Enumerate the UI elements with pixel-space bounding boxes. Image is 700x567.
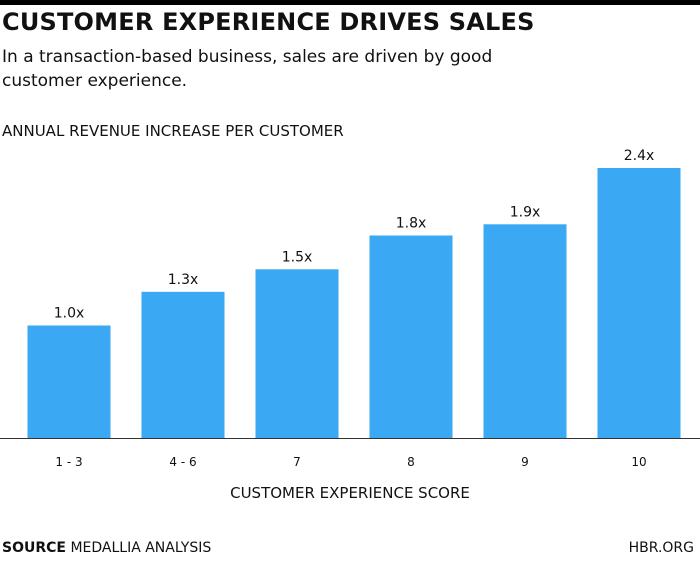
- x-tick-label-4: 8: [407, 455, 415, 469]
- x-tick-label-5: 9: [521, 455, 529, 469]
- data-label-2: 1.3x: [168, 272, 199, 288]
- top-rule: [0, 0, 700, 5]
- bar-1: [27, 325, 111, 438]
- bar-5: [483, 224, 567, 439]
- y-axis-title: ANNUAL REVENUE INCREASE PER CUSTOMER: [2, 122, 344, 140]
- bar-2: [141, 291, 225, 439]
- x-tick-label-6: 10: [631, 455, 646, 469]
- bar-chart: 1.0x 1 - 3 1.3x 4 - 6 1.5x 7 1.8x 8 1.9x 9 2.4x 10: [0, 148, 700, 469]
- data-label-6: 2.4x: [624, 148, 655, 164]
- source-label: SOURCE: [2, 540, 66, 556]
- x-tick-label-3: 7: [293, 455, 301, 469]
- source-text: MEDALLIA ANALYSIS: [70, 540, 212, 556]
- source-note: SOURCE MEDALLIA ANALYSIS: [2, 540, 211, 556]
- data-label-4: 1.8x: [396, 216, 427, 232]
- data-label-1: 1.0x: [54, 306, 85, 322]
- chart-subtitle: In a transaction-based business, sales a…: [2, 47, 493, 91]
- chart-title: CUSTOMER EXPERIENCE DRIVES SALES: [2, 8, 535, 36]
- publisher-brand: HBR.ORG: [628, 540, 694, 556]
- bar-4: [369, 235, 453, 438]
- x-tick-label-2: 4 - 6: [169, 455, 196, 469]
- data-label-3: 1.5x: [282, 249, 313, 265]
- bar-3: [255, 269, 339, 439]
- x-axis-title: CUSTOMER EXPERIENCE SCORE: [230, 484, 470, 502]
- x-tick-label-1: 1 - 3: [55, 455, 82, 469]
- bar-6: [597, 168, 681, 438]
- data-label-5: 1.9x: [510, 204, 541, 220]
